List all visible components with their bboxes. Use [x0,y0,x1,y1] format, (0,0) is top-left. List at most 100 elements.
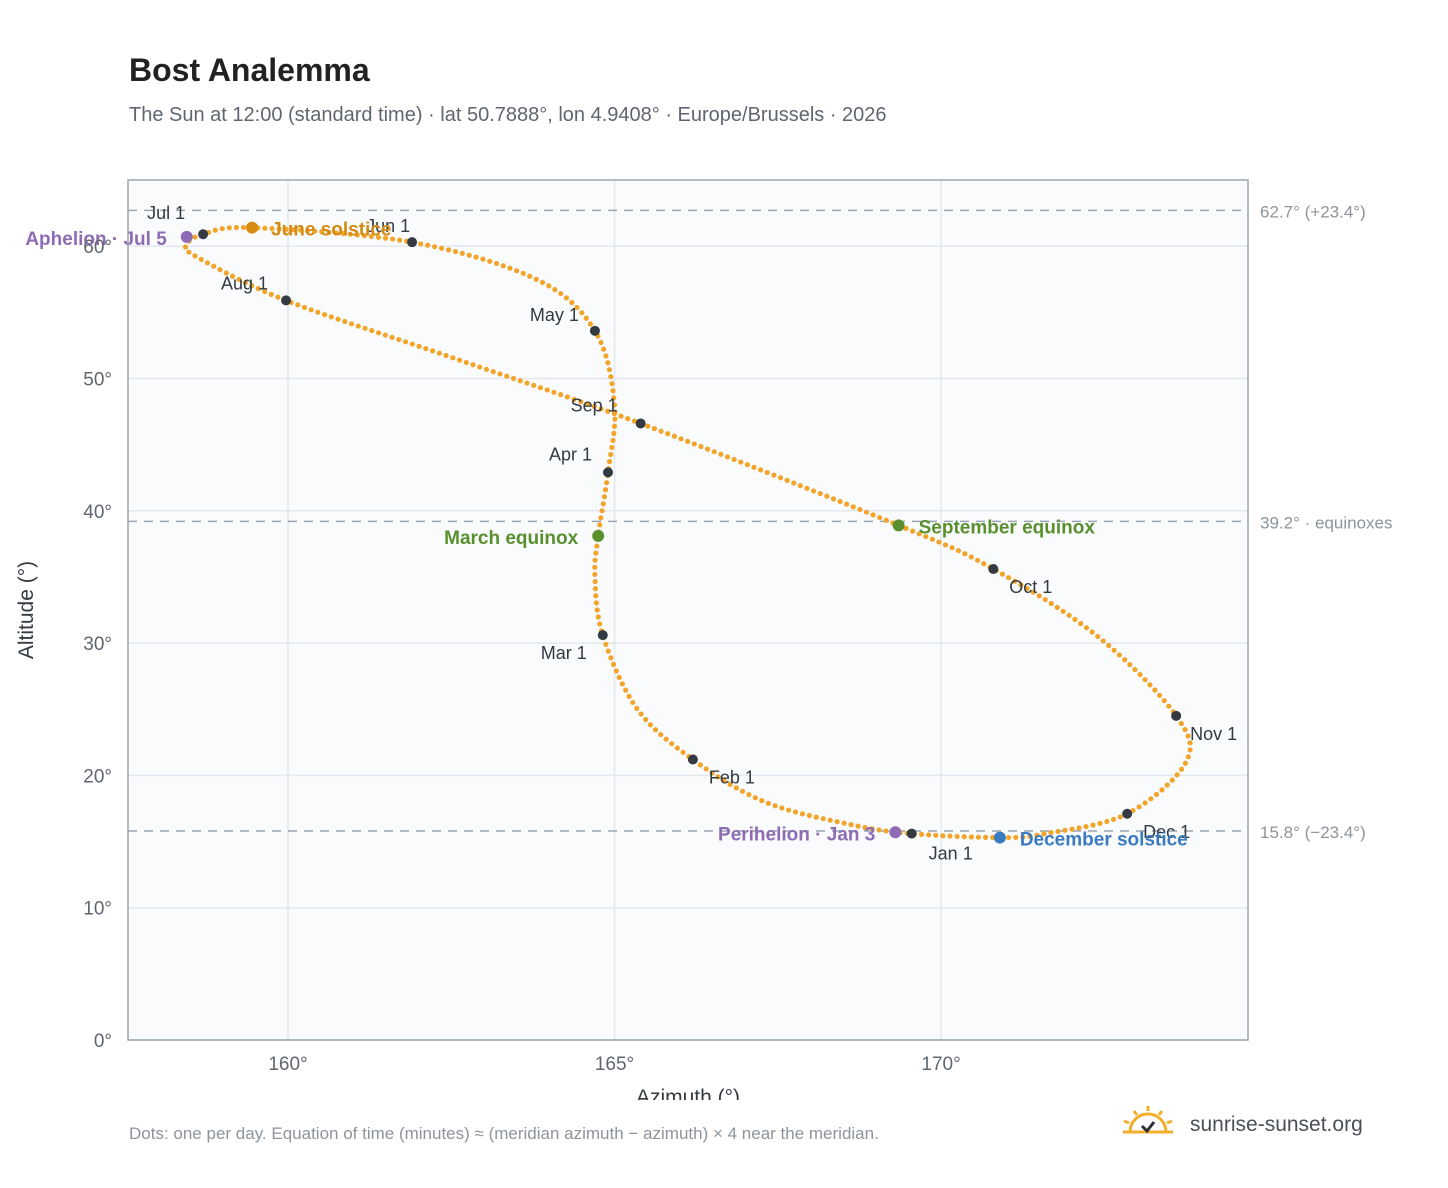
daily-dot [605,408,611,414]
daily-dot [817,490,823,497]
daily-dot [397,237,403,243]
event-marker [892,519,905,532]
daily-dot [606,458,613,465]
daily-dot [609,444,615,451]
daily-dot [685,438,691,444]
daily-dot [249,283,255,289]
month-marker [687,754,698,765]
daily-dot [1152,687,1158,693]
daily-dot [1185,733,1191,739]
daily-dot [390,236,396,242]
daily-dot [326,229,332,235]
reference-label: 39.2° · equinoxes [1260,513,1393,532]
daily-dot [1164,782,1170,788]
daily-dot [1148,796,1154,802]
daily-dot [1159,787,1165,793]
daily-dot [315,309,321,315]
month-marker [281,295,292,306]
daily-dot [786,807,792,813]
daily-dot [182,244,189,250]
daily-dot [1147,682,1153,688]
daily-dot [603,480,610,486]
daily-dot [634,705,640,711]
daily-dot [321,311,328,318]
daily-dot [651,426,658,432]
daily-dot [1132,666,1138,673]
daily-dot [283,226,289,232]
daily-dot [1117,814,1123,820]
daily-dot [425,242,431,248]
event-label: December solstice [1020,830,1188,851]
daily-dot [483,366,490,372]
reference-label: 62.7° (+23.4°) [1260,202,1366,221]
daily-dot [1006,575,1012,581]
daily-dot [926,832,932,838]
daily-dot [1012,578,1018,584]
daily-dot [558,392,564,398]
daily-dot [727,781,733,787]
daily-dot [844,501,850,507]
daily-dot [721,778,727,784]
daily-dot [955,548,962,554]
plot-frame [127,179,1249,1041]
daily-dot [497,371,503,377]
daily-dot [1036,593,1042,599]
daily-dot [304,228,311,234]
daily-dot [564,394,571,400]
daily-dot [255,286,261,292]
month-marker [198,229,209,240]
daily-dot [233,224,240,231]
daily-dot [432,244,438,250]
daily-dot [678,436,684,442]
daily-dot [613,668,619,674]
daily-dot [1111,816,1117,822]
daily-dot [1178,766,1185,772]
month-marker [906,828,917,839]
daily-dot [929,536,935,542]
chart-subtitle: The Sun at 12:00 (standard time) · lat 5… [129,104,887,126]
daily-dot [619,681,625,687]
daily-dot [1178,720,1184,727]
daily-dot [439,245,445,251]
daily-dot [645,423,651,429]
daily-dot [601,346,607,352]
daily-dot [443,352,449,359]
daily-dot [308,307,314,313]
month-label: Jun 1 [366,216,410,236]
daily-dot [611,395,617,401]
daily-dot [328,314,334,320]
daily-dot [1182,760,1188,766]
daily-dot [382,332,388,338]
daily-dot [999,571,1006,577]
daily-dot [857,506,863,513]
daily-dot [470,362,476,368]
daily-dot [759,798,765,804]
daily-dot [459,250,465,256]
daily-dot [608,374,614,380]
daily-dot [290,227,296,233]
daily-dot [1104,818,1110,825]
daily-dot [319,229,325,235]
y-tick-label: 20° [83,766,112,787]
daily-dot [623,687,629,693]
daily-dot [669,741,675,747]
daily-dot [949,545,955,551]
daily-dot [563,295,570,301]
daily-dot [733,785,739,791]
plot-background [128,180,1248,1040]
month-label: Jan 1 [929,844,973,864]
daily-dot [537,385,544,391]
daily-dot [813,814,819,820]
brand-logo[interactable]: sunrise-sunset.org [1120,1104,1390,1148]
daily-dot [771,472,777,478]
daily-dot [611,411,617,417]
daily-dot [473,254,479,260]
daily-dot [312,228,318,234]
daily-dot [517,378,523,384]
daily-dot [1060,608,1066,614]
daily-dot [520,270,526,277]
daily-dot [611,423,618,429]
daily-dot [744,462,750,468]
daily-dot [539,279,546,286]
daily-dot [862,824,868,831]
